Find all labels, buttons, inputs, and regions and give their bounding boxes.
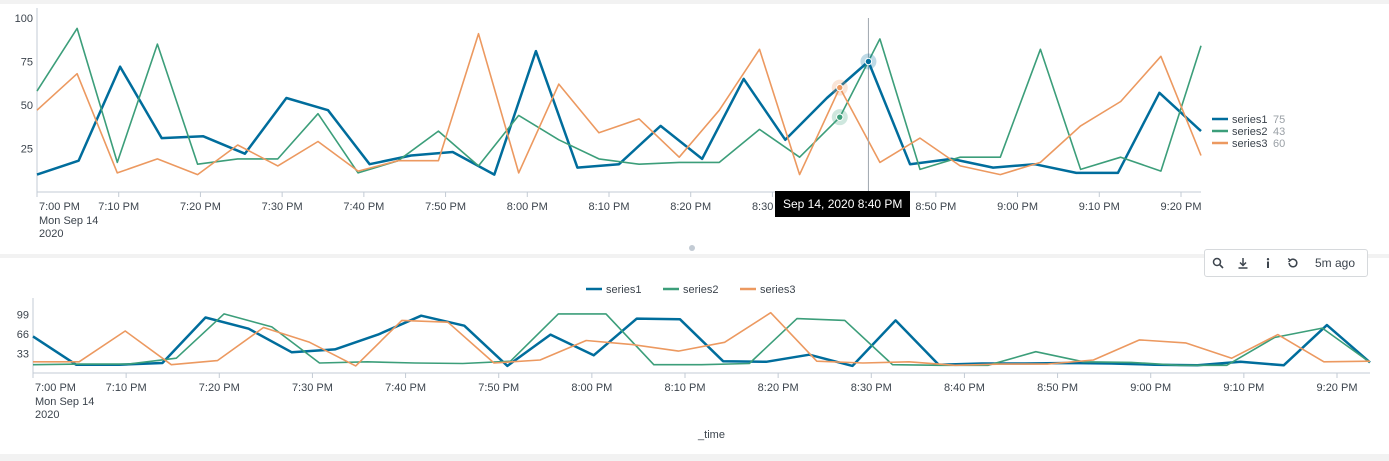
x-tick-label: 7:30 PM xyxy=(262,201,303,213)
legend-label-series3: series3 xyxy=(1232,138,1267,150)
x-tick-label: 7:30 PM xyxy=(292,382,333,394)
hover-point-series1 xyxy=(864,57,873,66)
y-tick-label: 99 xyxy=(17,310,29,322)
x-tick-label: 7:50 PM xyxy=(425,201,466,213)
refresh-icon xyxy=(1287,257,1297,268)
x-tick-label: 8:10 PM xyxy=(589,201,630,213)
y-tick-label: 25 xyxy=(21,144,33,156)
x-tick-label: 8:00 PM xyxy=(507,201,548,213)
x-tick-label: 8:30 PM xyxy=(851,382,892,394)
y-tick-label: 33 xyxy=(17,349,29,361)
legend-value-series1: 75 xyxy=(1273,114,1285,126)
x-tick-label: 7:20 PM xyxy=(180,201,221,213)
x-tick-label: 8:50 PM xyxy=(915,201,956,213)
top-legend-label-series2: series2 xyxy=(683,284,718,296)
top-line-chart: 25 50 75 100 7:00 PM 7:10 PM 7:20 PM 7:30 PM 7:4… xyxy=(15,8,1285,240)
x-tick-label: 7:10 PM xyxy=(106,382,147,394)
x-tick-label: 7:40 PM xyxy=(385,382,426,394)
legend-value-series3: 60 xyxy=(1273,138,1285,150)
x-tick-label: 7:40 PM xyxy=(343,201,384,213)
series-line-series1 xyxy=(36,49,1202,176)
y-tick-label: 75 xyxy=(21,57,33,69)
hover-point-series3 xyxy=(836,83,844,92)
legend-label-series2: series2 xyxy=(1232,126,1267,138)
x-tick-label: 8:40 PM xyxy=(944,382,985,394)
download-button[interactable] xyxy=(1230,250,1255,276)
series-line-series1 xyxy=(32,314,1371,368)
x-tick-label: 7:50 PM xyxy=(478,382,519,394)
x-axis-title: _time xyxy=(697,429,725,441)
top-chart-panel: 25 50 75 100 7:00 PM 7:10 PM 7:20 PM 7:30 PM 7:4… xyxy=(0,4,1389,254)
x-tick-sublabel: Mon Sep 14 xyxy=(39,215,98,227)
resize-handle[interactable] xyxy=(689,245,695,251)
x-tick-label: 9:00 PM xyxy=(1130,382,1171,394)
refresh-button[interactable] xyxy=(1280,250,1305,276)
legend-label-series1: series1 xyxy=(1232,114,1267,126)
info-icon xyxy=(1266,258,1269,268)
legend-value-series2: 43 xyxy=(1273,126,1285,138)
x-tick-label: 8:50 PM xyxy=(1037,382,1078,394)
y-tick-label: 66 xyxy=(17,329,29,341)
x-tick-label: 8:00 PM xyxy=(571,382,612,394)
y-tick-label: 100 xyxy=(15,13,33,25)
series-line-series2 xyxy=(36,27,1202,174)
x-tick-sublabel: 2020 xyxy=(39,228,63,240)
x-tick-label: 8:20 PM xyxy=(758,382,799,394)
info-button[interactable] xyxy=(1255,250,1280,276)
x-tick-label: 8:20 PM xyxy=(670,201,711,213)
x-tick-label: 9:20 PM xyxy=(1317,382,1358,394)
x-tick-label: 9:10 PM xyxy=(1223,382,1264,394)
bottom-chart-panel: 33 66 99 7:00 PM 7:10 PM 7:20 PM 7:30 PM 7:40 P… xyxy=(0,258,1389,454)
series-line-series3 xyxy=(33,311,1371,367)
x-tick-label: 9:20 PM xyxy=(1161,201,1202,213)
hover-tooltip: Sep 14, 2020 8:40 PM xyxy=(775,191,911,217)
top-legend-label-series3: series3 xyxy=(760,284,795,296)
bottom-line-chart: 33 66 99 7:00 PM 7:10 PM 7:20 PM 7:30 PM 7:40 P… xyxy=(17,284,1371,441)
x-tick-label: 7:10 PM xyxy=(98,201,139,213)
x-tick-sublabel: Mon Sep 14 xyxy=(35,396,94,408)
zoom-button[interactable] xyxy=(1205,250,1230,276)
x-tick-label: 7:00 PM xyxy=(35,382,76,394)
x-tick-label: 9:00 PM xyxy=(997,201,1038,213)
y-tick-label: 50 xyxy=(21,100,33,112)
series-line-series2 xyxy=(32,313,1371,367)
chart-toolbar: 5m ago xyxy=(1204,249,1368,277)
x-tick-sublabel: 2020 xyxy=(35,409,59,421)
top-legend-label-series1: series1 xyxy=(606,284,641,296)
last-updated-label: 5m ago xyxy=(1315,256,1356,270)
download-icon xyxy=(1238,258,1247,269)
x-tick-label: 7:00 PM xyxy=(39,201,80,213)
x-tick-label: 9:10 PM xyxy=(1079,201,1120,213)
x-tick-label: 7:20 PM xyxy=(199,382,240,394)
search-icon xyxy=(1212,257,1224,269)
x-tick-label: 8:10 PM xyxy=(665,382,706,394)
hover-point-series2 xyxy=(836,113,844,121)
series-line-series3 xyxy=(36,32,1202,176)
